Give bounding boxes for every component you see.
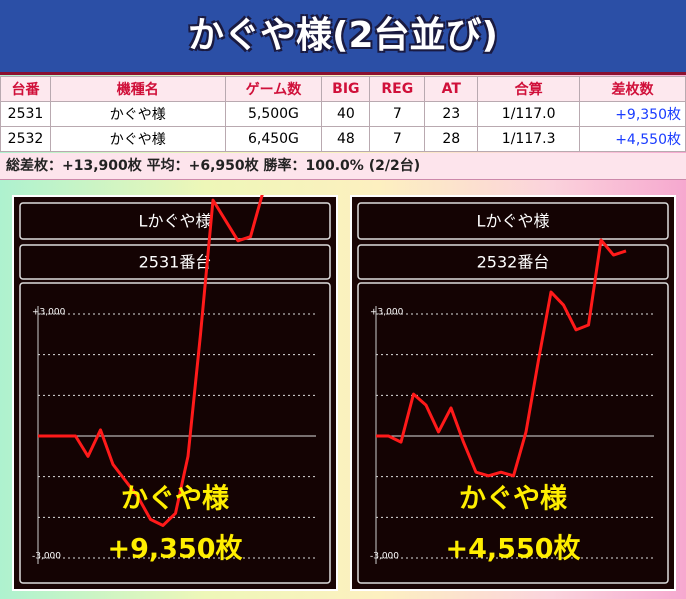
chart-panel: Lかぐや様 2531番台 +3,000 -3,000 かぐや様 +9,350枚 <box>12 195 338 591</box>
summary: 総差枚：+13,900枚 平均：+6,950枚 勝率：100.0% (2/2台) <box>0 153 686 180</box>
unit-bar <box>19 244 331 280</box>
table-row: 2531 かぐや様 5,500G 40 7 23 1/117.0 +9,350枚 <box>0 101 686 127</box>
plot-area <box>357 282 669 584</box>
y-tick-label: +3,000 <box>370 308 404 318</box>
table-cell: 1/117.3 <box>477 126 581 152</box>
table-cell: 48 <box>321 126 371 152</box>
table-cell: 1/117.0 <box>477 101 581 127</box>
chart-panel: Lかぐや様 2532番台 +3,000 -3,000 かぐや様 +4,550枚 <box>350 195 676 591</box>
page-title: かぐや様(2台並び) <box>0 0 686 75</box>
plot-area <box>19 282 331 584</box>
value-label: +4,550枚 <box>445 534 580 565</box>
table-cell: 40 <box>321 101 371 127</box>
table-cell: 5,500G <box>224 101 323 127</box>
column-header: 合算 <box>477 76 581 102</box>
table-cell: 2532 <box>0 126 51 152</box>
table-cell: 2531 <box>0 101 51 127</box>
column-header: BIG <box>321 76 371 102</box>
column-header: 差枚数 <box>579 76 686 102</box>
table-row: 2532 かぐや様 6,450G 48 7 28 1/117.3 +4,550枚 <box>0 126 686 152</box>
table-cell: かぐや様 <box>49 126 226 152</box>
unit-bar <box>357 244 669 280</box>
table-cell: 7 <box>369 101 426 127</box>
y-tick-label: +3,000 <box>32 308 66 318</box>
table-cell: かぐや様 <box>49 101 226 127</box>
annotation: かぐや様 <box>121 484 230 515</box>
line-series <box>38 195 264 527</box>
table-cell: 7 <box>369 126 426 152</box>
annotation: かぐや様 <box>459 484 568 515</box>
unit-title: 2532番台 <box>477 253 550 272</box>
table-cell: +4,550枚 <box>579 126 686 152</box>
y-tick-label: -3,000 <box>370 552 399 562</box>
table-cell: 23 <box>424 101 479 127</box>
machine-name: Lかぐや様 <box>477 212 550 231</box>
column-header: REG <box>369 76 426 102</box>
line-series <box>376 238 627 478</box>
column-header: ゲーム数 <box>224 76 323 102</box>
header-row: 台番 機種名 ゲーム数 BIG REG AT 合算 差枚数 <box>0 76 686 102</box>
table-cell: 6,450G <box>224 126 323 152</box>
y-tick-label: -3,000 <box>32 552 61 562</box>
value-label: +9,350枚 <box>107 534 242 565</box>
data-table: 台番 機種名 ゲーム数 BIG REG AT 合算 差枚数 2531 かぐや様 5,500G 40 7 2… <box>0 76 686 152</box>
column-header: 機種名 <box>49 76 226 102</box>
unit-title: 2531番台 <box>139 253 212 272</box>
table-cell: +9,350枚 <box>579 101 686 127</box>
column-header: 台番 <box>0 76 51 102</box>
column-header: AT <box>424 76 479 102</box>
machine-bar <box>357 202 669 240</box>
machine-name: Lかぐや様 <box>139 212 212 231</box>
table-cell: 28 <box>424 126 479 152</box>
